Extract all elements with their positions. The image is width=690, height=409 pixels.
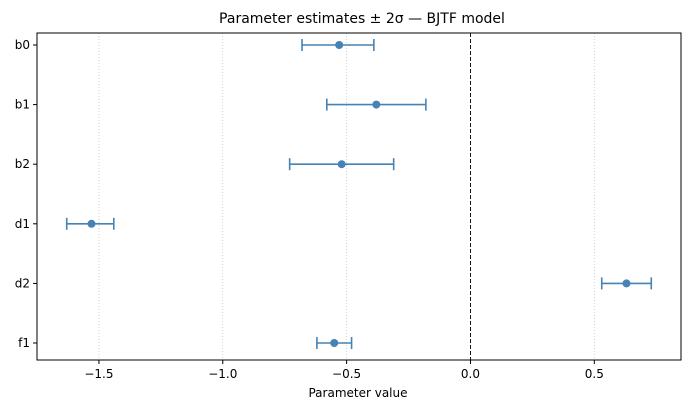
y-tick-label-b1: b1: [15, 98, 30, 112]
x-tick-label-0: −1.5: [84, 367, 113, 381]
x-axis-ticks: −1.5 −1.0 −0.5 0.0 0.5: [84, 360, 604, 381]
estimate-point-b0: [335, 41, 344, 49]
estimate-point-b2: [337, 160, 346, 169]
error-bars: [65, 39, 653, 349]
estimate-point-d2: [622, 279, 631, 288]
grid: [98, 33, 595, 360]
plot-frame: [36, 32, 682, 361]
y-axis-ticks: b0 b1 b2 d1 d2 f1: [15, 38, 37, 350]
x-tick-label-2: −0.5: [332, 367, 361, 381]
y-tick-label-d1: d1: [15, 217, 30, 231]
estimate-point-d1: [87, 219, 96, 228]
y-tick-label-b2: b2: [15, 157, 30, 171]
chart-title: Parameter estimates ± 2σ — BJTF model: [219, 11, 505, 27]
estimate-point-f1: [330, 339, 339, 347]
y-tick-label-b0: b0: [15, 38, 30, 52]
x-axis-label: Parameter value: [308, 386, 407, 400]
estimate-point-b1: [372, 100, 381, 109]
x-tick-label-1: −1.0: [208, 367, 237, 381]
x-tick-label-3: 0.0: [461, 367, 480, 381]
y-tick-label-f1: f1: [18, 336, 30, 350]
x-tick-label-4: 0.5: [585, 367, 604, 381]
y-tick-label-d2: d2: [15, 276, 30, 290]
